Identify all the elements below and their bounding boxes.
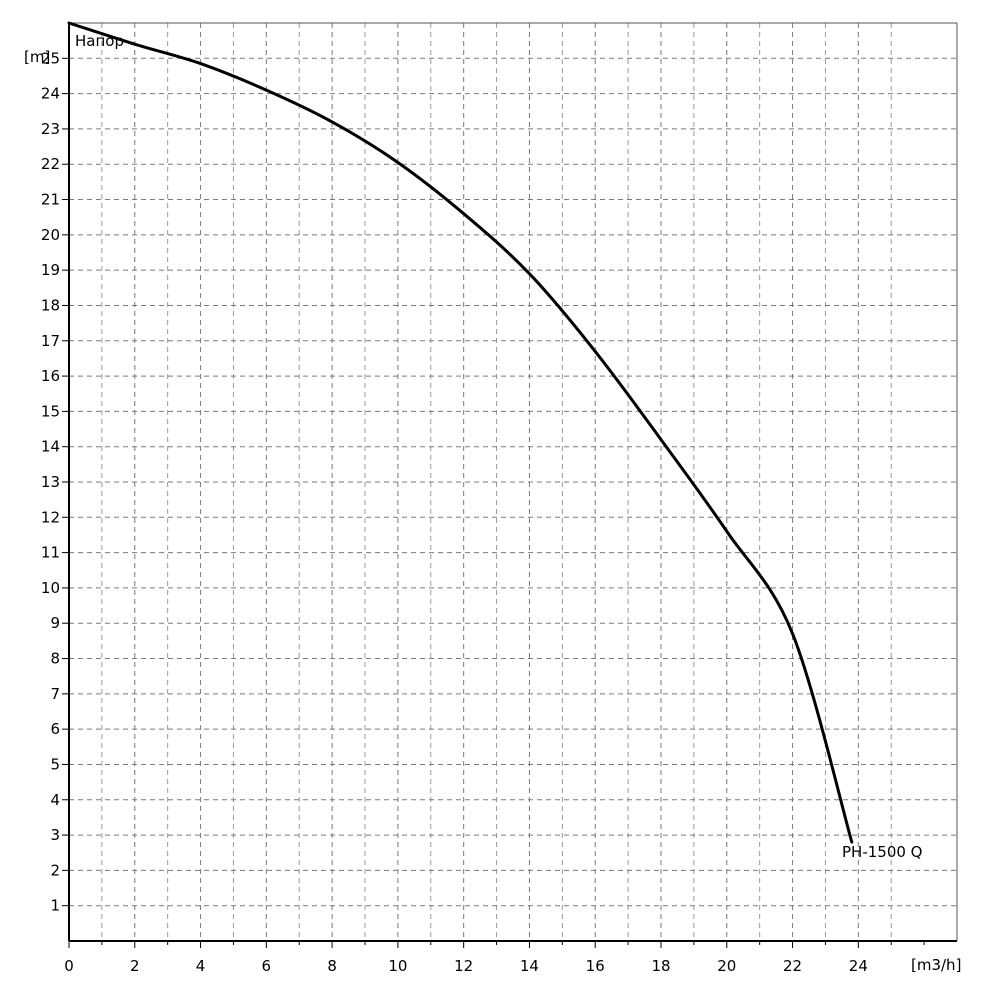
y-tick-label: 24 — [41, 85, 60, 103]
y-tick-label: 14 — [41, 438, 60, 456]
y-tick-label: 20 — [41, 226, 60, 244]
y-axis-unit-label: [m] — [24, 48, 50, 66]
y-tick-label: 12 — [41, 508, 60, 526]
x-tick-label: 6 — [262, 957, 272, 975]
y-tick-label: 25 — [41, 49, 60, 67]
series-line-ph-1500-q — [67, 21, 854, 844]
x-tick-label: 20 — [717, 957, 736, 975]
y-tick-label: 6 — [50, 720, 60, 738]
y-tick-label: 16 — [41, 367, 60, 385]
ticks-layer: 0 2 4 6 8 10 12 14 16 18 20 22 241234567891011121314… — [41, 49, 925, 975]
y-tick-label: 11 — [41, 544, 60, 562]
y-tick-label: 17 — [41, 332, 60, 350]
series-layer — [67, 21, 854, 844]
y-tick-label: 7 — [50, 685, 60, 703]
y-tick-label: 8 — [50, 650, 60, 668]
x-tick-label: 18 — [651, 957, 670, 975]
x-tick-label: 0 — [64, 957, 74, 975]
y-tick-label: 18 — [41, 296, 60, 314]
x-tick-label: 12 — [454, 957, 473, 975]
y-tick-label: 4 — [50, 791, 60, 809]
corner-label: Напор — [75, 32, 124, 50]
y-tick-label: 22 — [41, 155, 60, 173]
y-tick-label: 5 — [50, 755, 60, 773]
x-axis-unit-label: [m3/h] — [911, 956, 961, 974]
x-tick-label: 22 — [783, 957, 802, 975]
y-tick-label: 1 — [50, 897, 60, 915]
y-tick-label: 23 — [41, 120, 60, 138]
x-tick-label: 2 — [130, 957, 140, 975]
series-label: PH-1500 Q — [842, 843, 923, 861]
x-tick-label: 8 — [327, 957, 337, 975]
x-tick-label: 24 — [849, 957, 868, 975]
grid-layer — [69, 22, 957, 941]
y-tick-label: 13 — [41, 473, 60, 491]
y-tick-label: 3 — [50, 826, 60, 844]
x-tick-label: 4 — [196, 957, 206, 975]
x-tick-label: 10 — [388, 957, 407, 975]
x-tick-label: 16 — [586, 957, 605, 975]
y-tick-label: 9 — [50, 614, 60, 632]
y-tick-label: 10 — [41, 579, 60, 597]
y-tick-label: 19 — [41, 261, 60, 279]
y-tick-label: 15 — [41, 402, 60, 420]
x-tick-label: 14 — [520, 957, 539, 975]
y-tick-label: 21 — [41, 191, 60, 209]
y-tick-label: 2 — [50, 861, 60, 879]
